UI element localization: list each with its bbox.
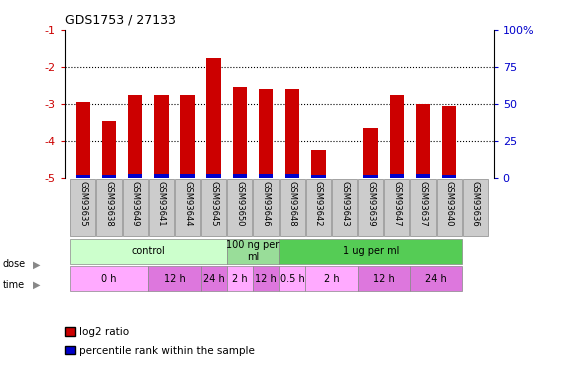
Bar: [206, 58, 221, 178]
FancyBboxPatch shape: [436, 179, 462, 236]
Bar: [364, 175, 378, 178]
Text: percentile rank within the sample: percentile rank within the sample: [79, 346, 255, 355]
FancyBboxPatch shape: [253, 266, 279, 291]
Text: ▶: ▶: [33, 260, 40, 269]
Bar: [390, 95, 404, 178]
Text: GSM93648: GSM93648: [288, 181, 297, 227]
Bar: [364, 128, 378, 178]
Bar: [442, 106, 457, 178]
FancyBboxPatch shape: [70, 266, 148, 291]
FancyBboxPatch shape: [227, 238, 279, 264]
Bar: [206, 174, 221, 178]
Text: GSM93650: GSM93650: [236, 181, 245, 226]
Text: GSM93635: GSM93635: [79, 181, 88, 227]
Bar: [154, 95, 168, 178]
Bar: [285, 89, 300, 178]
Text: GSM93640: GSM93640: [445, 181, 454, 226]
FancyBboxPatch shape: [149, 179, 174, 236]
Text: 12 h: 12 h: [164, 274, 185, 284]
Bar: [102, 175, 116, 178]
FancyBboxPatch shape: [357, 266, 410, 291]
FancyBboxPatch shape: [279, 238, 462, 264]
Bar: [154, 174, 168, 178]
Bar: [128, 174, 142, 178]
FancyBboxPatch shape: [70, 179, 95, 236]
FancyBboxPatch shape: [463, 179, 488, 236]
Bar: [416, 174, 430, 178]
FancyBboxPatch shape: [358, 179, 383, 236]
Text: 100 ng per
ml: 100 ng per ml: [226, 240, 279, 262]
Text: GSM93647: GSM93647: [392, 181, 401, 227]
Text: GSM93641: GSM93641: [157, 181, 166, 226]
Bar: [390, 174, 404, 178]
Bar: [311, 150, 325, 178]
Text: 12 h: 12 h: [255, 274, 277, 284]
FancyBboxPatch shape: [148, 266, 201, 291]
Text: 24 h: 24 h: [425, 274, 447, 284]
FancyBboxPatch shape: [227, 179, 252, 236]
Text: 0.5 h: 0.5 h: [280, 274, 305, 284]
Text: GDS1753 / 27133: GDS1753 / 27133: [65, 13, 176, 26]
Bar: [311, 175, 325, 178]
Bar: [76, 175, 90, 178]
Bar: [180, 95, 195, 178]
FancyBboxPatch shape: [279, 179, 305, 236]
Bar: [259, 89, 273, 178]
Text: 0 h: 0 h: [101, 274, 117, 284]
FancyBboxPatch shape: [96, 179, 122, 236]
FancyBboxPatch shape: [306, 179, 331, 236]
Bar: [416, 104, 430, 178]
Bar: [128, 95, 142, 178]
FancyBboxPatch shape: [332, 179, 357, 236]
Text: 2 h: 2 h: [324, 274, 339, 284]
Text: dose: dose: [3, 260, 26, 269]
Text: GSM93649: GSM93649: [131, 181, 140, 226]
Bar: [233, 174, 247, 178]
FancyBboxPatch shape: [279, 266, 305, 291]
Text: GSM93637: GSM93637: [419, 181, 427, 227]
Text: 12 h: 12 h: [373, 274, 394, 284]
FancyBboxPatch shape: [227, 266, 253, 291]
Text: log2 ratio: log2 ratio: [79, 327, 128, 337]
FancyBboxPatch shape: [201, 179, 226, 236]
FancyBboxPatch shape: [70, 238, 227, 264]
Text: GSM93643: GSM93643: [340, 181, 349, 227]
Text: GSM93644: GSM93644: [183, 181, 192, 226]
FancyBboxPatch shape: [123, 179, 148, 236]
Text: GSM93645: GSM93645: [209, 181, 218, 226]
Text: GSM93642: GSM93642: [314, 181, 323, 226]
Text: control: control: [131, 246, 165, 256]
Text: GSM93639: GSM93639: [366, 181, 375, 227]
Text: GSM93646: GSM93646: [261, 181, 270, 227]
Bar: [285, 174, 300, 178]
Bar: [442, 175, 457, 178]
Text: GSM93636: GSM93636: [471, 181, 480, 227]
FancyBboxPatch shape: [201, 266, 227, 291]
Text: ▶: ▶: [33, 280, 40, 290]
FancyBboxPatch shape: [175, 179, 200, 236]
Bar: [233, 87, 247, 178]
Bar: [76, 102, 90, 178]
FancyBboxPatch shape: [410, 266, 462, 291]
Bar: [102, 121, 116, 178]
Text: 24 h: 24 h: [203, 274, 224, 284]
FancyBboxPatch shape: [384, 179, 410, 236]
Bar: [259, 174, 273, 178]
Text: GSM93638: GSM93638: [104, 181, 113, 227]
Text: time: time: [3, 280, 25, 290]
Text: 2 h: 2 h: [232, 274, 247, 284]
FancyBboxPatch shape: [254, 179, 279, 236]
Text: 1 ug per ml: 1 ug per ml: [343, 246, 399, 256]
FancyBboxPatch shape: [305, 266, 357, 291]
Bar: [180, 174, 195, 178]
FancyBboxPatch shape: [411, 179, 435, 236]
